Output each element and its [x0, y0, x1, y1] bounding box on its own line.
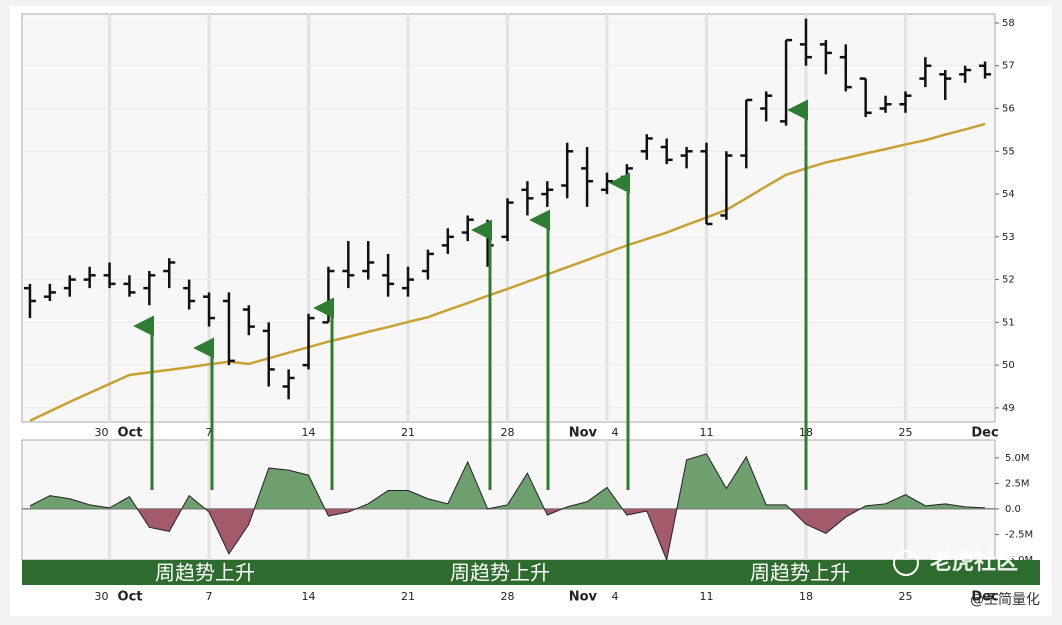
- ohlc-bar: [839, 44, 852, 92]
- arrows: [133, 99, 809, 490]
- ohlc-bar: [959, 65, 972, 83]
- x-tick-label: 25: [898, 426, 912, 439]
- ohlc-bar: [740, 98, 753, 169]
- month-label: Dec: [971, 426, 998, 441]
- ohlc-bar: [103, 262, 116, 289]
- ohlc-bar: [163, 258, 176, 289]
- x-tick-label: 4: [611, 590, 618, 603]
- area-positive: [29, 453, 986, 509]
- y-tick-label: 55: [1002, 146, 1015, 157]
- trend-banner: [22, 560, 1040, 585]
- ohlc-bar: [780, 38, 793, 126]
- x-tick-label: 25: [898, 590, 912, 603]
- ohlc-bar: [939, 70, 952, 100]
- moving-average: [29, 122, 986, 422]
- ohlc-bar: [83, 266, 96, 289]
- x-tick-label: 21: [401, 590, 415, 603]
- ohlc-bar: [819, 40, 832, 75]
- ohlc-bar: [421, 249, 434, 280]
- ohlc-bar: [402, 266, 415, 297]
- y-tick-label: 0.0: [1005, 504, 1021, 515]
- x-tick-label: 21: [401, 426, 415, 439]
- x-tick-label: 30: [95, 426, 109, 439]
- y-tick-label: 52: [1002, 275, 1015, 286]
- ohlc-bar: [362, 241, 375, 280]
- month-label: Oct: [118, 590, 143, 605]
- ohlc-bar: [919, 57, 932, 88]
- ohlc-bar: [123, 275, 136, 297]
- ohlc-bar: [382, 253, 395, 297]
- ohlc-bar: [222, 292, 235, 366]
- ohlc-bar: [541, 181, 554, 207]
- ohlc-bar: [242, 305, 255, 336]
- ohlc-bar: [720, 151, 733, 220]
- ohlc-bar: [43, 283, 56, 301]
- y-tick-label: 56: [1002, 104, 1015, 115]
- x-tick-label: 7: [206, 426, 213, 439]
- ohlc-bar: [183, 279, 196, 310]
- watermark-brand: 老虎社区: [929, 549, 1018, 575]
- x-tick-label: 18: [799, 590, 813, 603]
- ohlc-bar: [342, 241, 355, 289]
- ohlc-bar: [262, 322, 275, 387]
- x-tick-label: 4: [611, 426, 618, 439]
- ohlc-bar: [760, 91, 773, 122]
- ohlc-bar: [859, 77, 872, 118]
- ohlc-bar: [879, 95, 892, 113]
- y-tick-label: 54: [1002, 189, 1015, 200]
- ohlc-bar: [640, 134, 653, 160]
- ohlc-bar: [581, 147, 594, 207]
- x-tick-label: 28: [501, 426, 515, 439]
- x-tick-label: 11: [699, 590, 713, 603]
- trend-label: 周趋势上升: [155, 561, 255, 585]
- month-label: Nov: [569, 426, 598, 441]
- y-tick-label: 5.0M: [1005, 453, 1030, 464]
- x-tick-label: 14: [302, 590, 316, 603]
- ohlc-bar: [441, 228, 454, 254]
- y-tick-label: 2.5M: [1005, 478, 1030, 489]
- ohlc-bar: [63, 275, 76, 297]
- ohlc-bar: [561, 142, 574, 199]
- y-tick-label: 58: [1002, 18, 1015, 29]
- ohlc-bar: [799, 18, 812, 66]
- ohlc-bar: [979, 61, 992, 79]
- ohlc-bar: [203, 292, 216, 327]
- y-tick-label: 53: [1002, 232, 1015, 243]
- ohlc-bar: [143, 271, 156, 306]
- trend-label: 周趋势上升: [450, 561, 550, 585]
- x-tick-label: 11: [699, 426, 713, 439]
- ohlc-bar: [899, 91, 912, 113]
- month-label: Nov: [569, 590, 598, 605]
- ohlc-bar: [680, 147, 693, 169]
- month-label: Dec: [971, 590, 998, 605]
- y-tick-label: -2.5M: [1005, 529, 1033, 540]
- ohlc-bar: [23, 283, 36, 319]
- x-tick-label: 28: [501, 590, 515, 603]
- x-tick-label: 14: [302, 426, 316, 439]
- y-tick-label: 49: [1002, 403, 1015, 414]
- y-tick-label: 57: [1002, 61, 1015, 72]
- watermark-author: @王简量化: [970, 591, 1040, 608]
- y-tick-label: 51: [1002, 317, 1015, 328]
- ohlc-bar: [282, 369, 295, 400]
- ohlc-bar: [501, 198, 514, 242]
- y-tick-label: 50: [1002, 360, 1015, 371]
- watermark-icon: [893, 550, 919, 576]
- trend-label: 周趋势上升: [750, 561, 850, 585]
- ohlc-bar: [521, 181, 534, 216]
- oscillator-line: [29, 453, 986, 562]
- ohlc-bar: [700, 142, 713, 226]
- banner-labels: 周趋势上升 周趋势上升 周趋势上升: [155, 561, 850, 585]
- x-tick-label: 30: [95, 590, 109, 603]
- month-label: Oct: [118, 426, 143, 441]
- ohlc-bar: [660, 138, 673, 165]
- x-tick-label: 7: [206, 590, 213, 603]
